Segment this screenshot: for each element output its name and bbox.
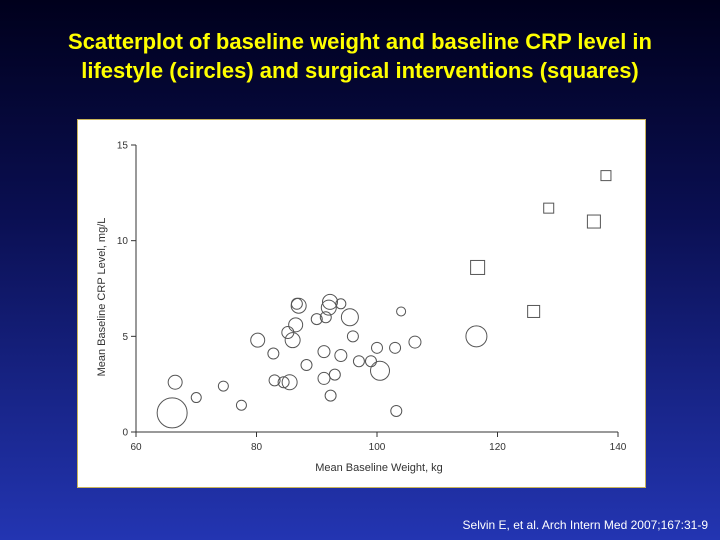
circle-marker [250,332,266,348]
x-axis-label: Mean Baseline Weight, kg [315,462,443,474]
circle-marker [334,348,348,362]
circle-marker [235,399,247,411]
circle-marker [288,317,304,333]
circle-marker [290,297,303,310]
y-tick-label: 5 [122,332,128,343]
y-tick-label: 0 [122,428,128,439]
slide-title-line-2: lifestyle (circles) and surgical interve… [81,58,639,83]
x-tick-label: 120 [489,442,506,453]
circle-marker [340,308,359,327]
circle-marker [390,404,403,417]
circle-marker [346,330,359,343]
circle-marker [319,311,332,324]
circle-marker [371,341,383,354]
circle-marker [156,397,188,429]
circle-marker [277,376,290,389]
circle-marker [364,355,377,368]
circle-marker [322,293,339,310]
circle-marker [290,297,307,314]
square-marker [600,170,612,182]
y-axis-label: Mean Baseline CRP Level, mg/L [96,218,108,377]
circle-marker [281,374,298,391]
circle-marker [284,332,301,349]
x-tick-label: 140 [610,442,627,453]
citation: Selvin E, et al. Arch Intern Med 2007;16… [462,518,708,532]
circle-marker [317,371,331,385]
circle-marker [317,345,331,359]
y-tick-label: 15 [117,141,129,152]
circle-marker [300,359,313,372]
y-tick-label: 10 [117,236,129,247]
circle-marker [370,360,391,381]
circle-marker [267,347,280,360]
circle-marker [320,299,337,316]
circle-marker [324,389,337,402]
square-marker [527,304,541,318]
square-marker [586,214,601,229]
circle-marker [389,341,402,354]
circle-marker [328,368,341,381]
scatterplot-panel: 60 80 100 120 140 0 5 10 15 Mean Baseline Weight… [77,119,646,488]
circle-marker [396,306,407,317]
axes: 60 80 100 120 140 0 5 10 15 [117,141,627,454]
circle-marker [190,392,202,404]
circle-marker [408,335,422,349]
circle-marker [335,298,347,310]
square-marker [470,259,486,275]
circle-marker [352,355,365,368]
circle-marker [268,374,281,387]
slide-title: Scatterplot of baseline weight and basel… [0,27,720,85]
slide-title-line-1: Scatterplot of baseline weight and basel… [68,29,652,54]
data-markers [156,170,612,429]
x-tick-label: 80 [251,442,263,453]
x-tick-label: 60 [130,442,142,453]
scatterplot: 60 80 100 120 140 0 5 10 15 Mean Baseline Weight… [96,141,627,475]
circle-marker [217,380,229,392]
square-marker [543,202,555,214]
circle-marker [465,325,488,348]
circle-marker [310,313,323,326]
circle-marker [167,374,183,390]
x-tick-label: 100 [369,442,386,453]
